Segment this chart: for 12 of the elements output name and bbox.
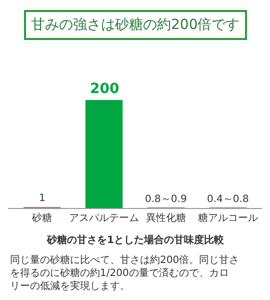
x-tick-label: 砂糖 bbox=[31, 212, 52, 224]
data-label: 0.8～0.9 bbox=[145, 194, 187, 205]
x-axis-title: 砂糖の甘さを1とした場合の甘味度比較 bbox=[46, 234, 225, 246]
bar bbox=[85, 100, 123, 208]
data-label: 0.4～0.8 bbox=[207, 194, 249, 205]
x-tick-label: 糖アルコール bbox=[198, 212, 258, 224]
x-tick-label: アスパルテーム bbox=[69, 213, 140, 224]
data-label: 1 bbox=[39, 193, 46, 204]
chart-title: 甘みの強さは砂糖の約200倍です bbox=[31, 17, 240, 33]
x-tick-label: 異性化糖 bbox=[146, 212, 186, 224]
data-label: 200 bbox=[90, 81, 120, 97]
text: 同じ量の砂糖に比べて、甘さは約200倍。同じ甘さを得るのに砂糖の約1/200の量で済むので、カロリーの低減を実現します。 bbox=[10, 254, 240, 292]
